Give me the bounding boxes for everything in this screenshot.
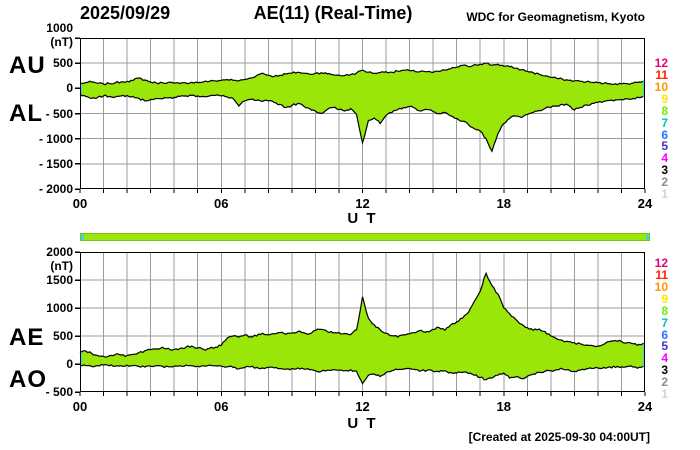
au-axis-label: AU	[9, 52, 46, 79]
station-number: 6	[661, 127, 668, 142]
x-tick-label: 24	[637, 399, 653, 414]
y-tick-label: 500	[52, 329, 73, 343]
station-number: 7	[661, 315, 668, 330]
station-number: 1	[661, 187, 668, 202]
station-number: 12	[654, 56, 668, 70]
y-tick-label: 1500	[46, 273, 73, 287]
date-label: 2025/09/29	[80, 3, 171, 23]
y-tick-label: 2000	[46, 245, 73, 259]
station-number: 8	[661, 103, 668, 118]
x-tick-label: 12	[355, 196, 370, 211]
y-tick-label: - 1500	[38, 156, 73, 171]
coverage-end-marker	[646, 234, 649, 240]
y-tick-label: - 1000	[38, 131, 73, 146]
station-number: 11	[655, 67, 668, 82]
y-tick-label: 0	[66, 357, 73, 371]
station-number: 9	[661, 291, 668, 306]
y-tick-label: 1000	[46, 21, 73, 35]
y-tick-label: 500	[52, 56, 73, 71]
x-tick-label: 12	[355, 399, 370, 414]
station-number: 10	[654, 279, 668, 294]
y-tick-label: - 2000	[38, 182, 73, 196]
station-number: 3	[661, 363, 668, 378]
x-tick-label: 06	[214, 196, 229, 211]
ut-axis-label-bottom: U T	[347, 415, 378, 432]
data-coverage-bar	[80, 233, 650, 241]
y-tick-label: - 500	[45, 385, 73, 399]
station-number: 3	[661, 163, 668, 178]
station-number: 1	[661, 387, 668, 402]
x-tick-label: 06	[214, 399, 229, 414]
coverage-start-marker	[81, 234, 84, 240]
al-axis-label: AL	[9, 100, 43, 127]
au-al-plot	[75, 37, 646, 193]
y-tick-label: 0	[66, 81, 73, 96]
created-timestamp: [Created at 2025-09-30 04:00UT]	[468, 430, 650, 444]
page-title: AE(11) (Real-Time)	[253, 3, 413, 23]
x-tick-label: 18	[496, 196, 511, 211]
x-tick-label: 24	[637, 196, 653, 211]
ae-ao-plot	[75, 251, 646, 396]
ao-axis-label: AO	[9, 366, 47, 393]
x-tick-label: 18	[496, 399, 511, 414]
x-tick-label: 00	[72, 196, 88, 211]
ae-axis-label: AE	[9, 324, 45, 351]
station-number: 12	[654, 256, 668, 270]
x-tick-label: 00	[72, 399, 88, 414]
station-number: 5	[661, 139, 668, 154]
y-tick-label: - 500	[45, 106, 73, 121]
station-number: 5	[661, 339, 668, 354]
station-number: 9	[661, 91, 668, 106]
station-number: 6	[661, 327, 668, 342]
ut-axis-label-top: U T	[347, 210, 378, 227]
unit-label: (nT)	[50, 35, 73, 49]
station-number: 7	[661, 115, 668, 130]
unit-label: (nT)	[50, 259, 73, 273]
station-number: 11	[655, 267, 668, 282]
station-number: 4	[661, 151, 668, 166]
station-number: 8	[661, 303, 668, 318]
credit-label: WDC for Geomagnetism, Kyoto	[466, 10, 645, 24]
station-number: 2	[661, 375, 668, 390]
station-number: 10	[654, 79, 668, 94]
station-number: 4	[661, 351, 668, 366]
station-number: 2	[661, 175, 668, 190]
y-tick-label: 1000	[46, 301, 73, 315]
